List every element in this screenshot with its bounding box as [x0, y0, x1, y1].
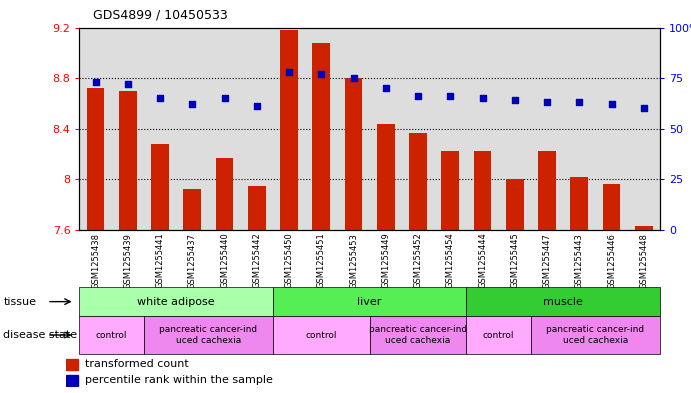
Text: liver: liver: [357, 297, 382, 307]
Bar: [79, 316, 144, 354]
Point: [316, 71, 327, 77]
Text: control: control: [305, 331, 337, 340]
Bar: [248, 185, 265, 230]
Bar: [499, 28, 531, 230]
Bar: [66, 359, 77, 370]
Bar: [563, 28, 596, 230]
Bar: [79, 287, 273, 316]
Text: tissue: tissue: [3, 297, 37, 307]
Bar: [312, 43, 330, 230]
Bar: [305, 28, 337, 230]
Text: control: control: [483, 331, 514, 340]
Point: [252, 103, 263, 110]
Bar: [112, 28, 144, 230]
Bar: [144, 28, 176, 230]
Point: [574, 99, 585, 106]
Bar: [144, 316, 273, 354]
Bar: [240, 28, 273, 230]
Text: percentile rank within the sample: percentile rank within the sample: [84, 375, 272, 385]
Point: [219, 95, 230, 101]
Point: [445, 93, 456, 99]
Text: control: control: [96, 331, 127, 340]
Bar: [442, 151, 459, 230]
Text: pancreatic cancer-ind
uced cachexia: pancreatic cancer-ind uced cachexia: [160, 325, 258, 345]
Point: [187, 101, 198, 108]
Point: [155, 95, 166, 101]
Bar: [531, 28, 563, 230]
Text: white adipose: white adipose: [138, 297, 215, 307]
Text: disease state: disease state: [3, 330, 77, 340]
Bar: [216, 158, 234, 230]
Text: muscle: muscle: [543, 297, 583, 307]
Bar: [434, 28, 466, 230]
Bar: [402, 28, 434, 230]
Text: GDS4899 / 10450533: GDS4899 / 10450533: [93, 9, 228, 22]
Bar: [377, 124, 395, 230]
Bar: [119, 91, 137, 230]
Bar: [603, 184, 621, 230]
Bar: [345, 78, 362, 230]
Bar: [473, 151, 491, 230]
Point: [477, 95, 488, 101]
Bar: [209, 28, 240, 230]
Bar: [273, 287, 466, 316]
Point: [542, 99, 553, 106]
Bar: [466, 316, 531, 354]
Text: transformed count: transformed count: [84, 359, 189, 369]
Bar: [273, 316, 370, 354]
Point: [122, 81, 133, 87]
Point: [90, 79, 101, 85]
Bar: [596, 28, 627, 230]
Bar: [570, 177, 588, 230]
Point: [606, 101, 617, 108]
Bar: [635, 226, 652, 230]
Bar: [506, 179, 524, 230]
Point: [348, 75, 359, 81]
Bar: [466, 287, 660, 316]
Bar: [627, 28, 660, 230]
Point: [413, 93, 424, 99]
Point: [283, 69, 294, 75]
Bar: [538, 151, 556, 230]
Text: pancreatic cancer-ind
uced cachexia: pancreatic cancer-ind uced cachexia: [547, 325, 645, 345]
Bar: [370, 316, 466, 354]
Bar: [273, 28, 305, 230]
Bar: [176, 28, 209, 230]
Bar: [79, 28, 112, 230]
Point: [509, 97, 520, 103]
Bar: [280, 30, 298, 230]
Point: [380, 85, 391, 91]
Bar: [183, 189, 201, 230]
Bar: [86, 88, 104, 230]
Bar: [531, 316, 660, 354]
Bar: [409, 132, 427, 230]
Point: [638, 105, 650, 112]
Bar: [337, 28, 370, 230]
Bar: [66, 375, 77, 386]
Text: pancreatic cancer-ind
uced cachexia: pancreatic cancer-ind uced cachexia: [369, 325, 467, 345]
Bar: [370, 28, 402, 230]
Bar: [151, 144, 169, 230]
Bar: [466, 28, 499, 230]
